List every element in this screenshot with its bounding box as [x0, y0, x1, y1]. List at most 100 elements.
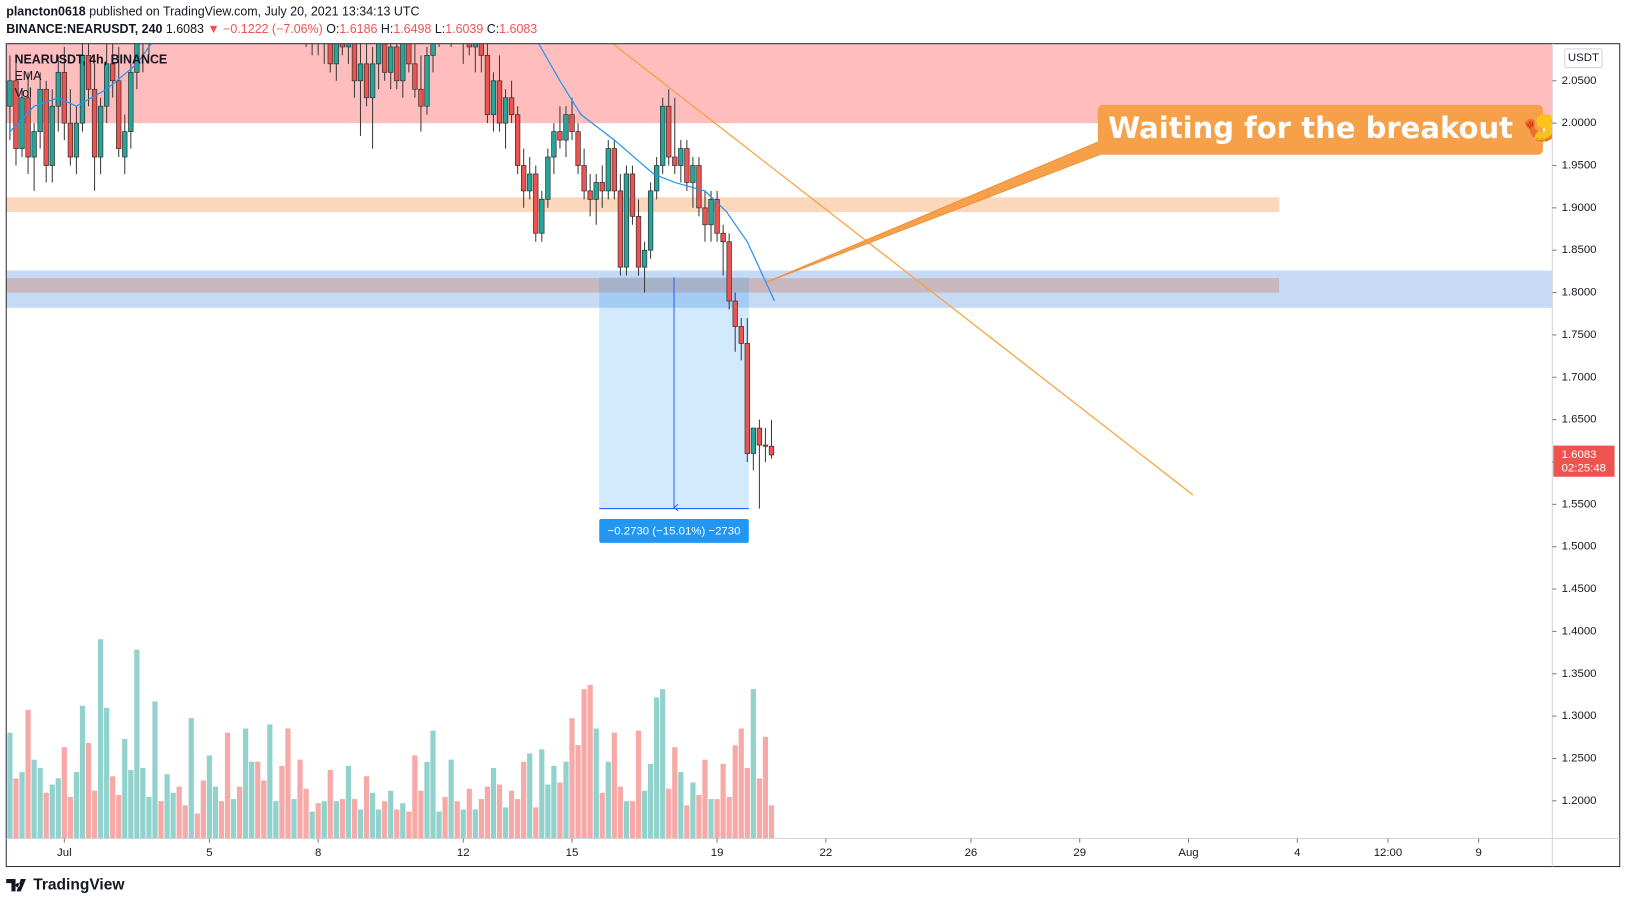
candle-body	[122, 131, 128, 158]
candle-body	[79, 55, 86, 124]
candle-body	[49, 105, 55, 166]
y-tick-label: 1.2000	[1562, 795, 1597, 807]
candle-body	[660, 105, 666, 166]
frame	[5, 43, 1621, 868]
candle-body	[128, 71, 134, 132]
volume-bar	[194, 813, 200, 839]
candle-body	[690, 165, 696, 183]
candle-body	[496, 80, 503, 124]
volume-bar	[327, 770, 333, 839]
volume-bar	[654, 697, 660, 839]
candle-body	[327, 43, 333, 65]
volume-bar	[279, 765, 285, 839]
y-tick-label: 1.9000	[1562, 202, 1597, 214]
candle-body	[593, 182, 599, 200]
zone	[6, 197, 1280, 213]
volume-bar	[599, 792, 605, 839]
candle-body	[472, 43, 478, 48]
candle-body	[732, 300, 738, 327]
candle-body	[756, 427, 763, 446]
volume-bar	[61, 747, 67, 839]
volume-bar	[164, 774, 170, 839]
volume-bar	[55, 778, 61, 839]
candle-body	[539, 199, 545, 234]
candle-body	[563, 114, 569, 141]
volume-bar	[702, 759, 708, 839]
measure-label: −0.2730 (−15.01%) −2730	[608, 525, 741, 537]
volume-bar	[230, 799, 237, 839]
candle-body	[502, 97, 509, 124]
volume-bar	[315, 803, 321, 839]
volume-bar	[436, 811, 442, 839]
volume-bar	[726, 797, 732, 839]
x-tick-label: 5	[206, 847, 212, 859]
volume-bar	[85, 743, 92, 839]
volume-bar	[472, 809, 478, 839]
volume-bar	[521, 761, 527, 839]
volume-bar	[243, 728, 249, 839]
y-tick-label: 1.5500	[1562, 498, 1597, 510]
volume-bar	[31, 759, 37, 839]
candle-body	[375, 43, 382, 65]
volume-bar	[496, 784, 503, 839]
volume-bar	[762, 736, 769, 839]
volume-bar	[382, 801, 388, 839]
candle-body	[629, 173, 636, 217]
candle-body	[412, 63, 418, 90]
quote: BINANCE:NEARUSDT, 240 1.6083 ▼ −0.1222 (…	[6, 22, 537, 36]
candle-body	[653, 165, 660, 192]
candle-body	[73, 122, 80, 158]
volume-bar	[158, 801, 164, 839]
y-tick-label: 2.0500	[1562, 75, 1597, 87]
volume-bar	[605, 761, 611, 839]
ohlc-value: 1.6083	[499, 22, 537, 36]
candle-body	[490, 80, 497, 116]
volume-bar	[490, 767, 497, 839]
candle-body	[611, 148, 617, 192]
ohlc-key: C:	[487, 22, 499, 36]
ohlc-key: L:	[435, 22, 445, 36]
volume-bar	[128, 770, 134, 839]
candle-body	[750, 427, 756, 454]
candle-body	[702, 207, 708, 226]
candle-body	[357, 63, 364, 82]
candle-body	[345, 43, 352, 48]
volume-bar	[768, 805, 775, 839]
x-tick-label: 26	[965, 847, 978, 859]
candle-body	[641, 249, 648, 268]
y-tick-label: 1.5000	[1562, 541, 1597, 553]
volume-bar	[442, 797, 448, 839]
x-tick-label: Jul	[57, 847, 72, 859]
candle-body	[508, 97, 515, 116]
volume-bar	[309, 811, 315, 839]
volume-bar	[303, 788, 309, 839]
candle-body	[37, 88, 43, 132]
volume-bar	[206, 755, 212, 839]
candle-body	[678, 148, 684, 166]
candle-body	[768, 445, 775, 456]
legend-entry: Vol	[15, 86, 32, 100]
volume-bar	[732, 745, 738, 839]
volume-bar	[388, 790, 394, 839]
volume-bar	[369, 792, 376, 839]
volume-bar	[581, 689, 587, 839]
y-tick-label: 1.9500	[1562, 160, 1597, 172]
volume-bar	[557, 782, 563, 839]
price-timer: 02:25:48	[1562, 462, 1606, 474]
volume-bar	[527, 753, 533, 839]
candle-body	[533, 173, 539, 234]
plot-area: −0.2730 (−15.01%) −2730	[6, 43, 1553, 839]
ohlc-key: O:	[326, 22, 339, 36]
candle-body	[103, 63, 110, 107]
volume-bar	[575, 745, 581, 839]
candle-body	[110, 63, 116, 82]
volume-bar	[91, 790, 98, 839]
volume-bar	[333, 801, 339, 839]
candle-body	[400, 43, 406, 82]
candle-body	[696, 165, 702, 209]
volume-bar	[200, 780, 206, 839]
volume-bar	[738, 728, 744, 839]
candle-body	[31, 131, 37, 158]
candle-body	[424, 55, 430, 107]
candle-body	[91, 88, 98, 158]
